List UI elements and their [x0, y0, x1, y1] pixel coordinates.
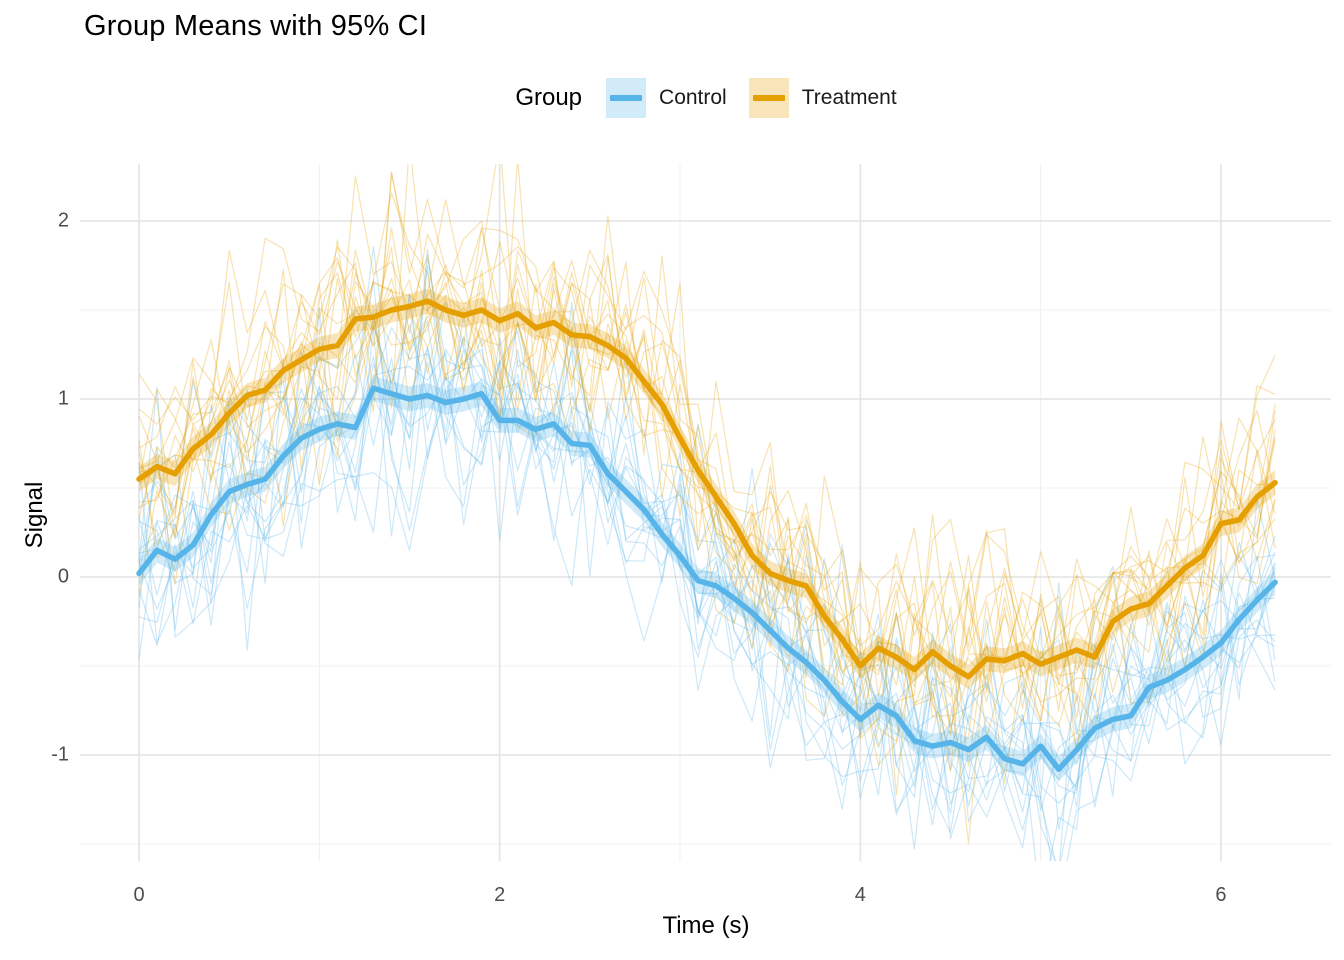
individual-trace — [138, 351, 1276, 849]
legend: Group Control Treatment — [68, 76, 1344, 120]
chart-title: Group Means with 95% CI — [84, 10, 428, 42]
y-tick-label: 2 — [57, 209, 69, 232]
individual-trace — [138, 246, 1276, 698]
individual-trace — [138, 330, 1276, 861]
individual-trace — [138, 310, 1276, 814]
mean-line-control — [136, 385, 1278, 772]
individual-trace — [138, 257, 1276, 818]
individual-trace — [138, 266, 1276, 826]
x-tick-label: 4 — [854, 884, 866, 906]
individual-trace — [138, 300, 1276, 807]
ci-ribbon-control — [139, 375, 1276, 782]
mean-line-treatment — [136, 298, 1278, 680]
individual-trace — [138, 279, 1276, 861]
individual-trace — [138, 228, 1276, 756]
legend-label-control: Control — [659, 86, 727, 109]
individual-trace — [138, 327, 1276, 805]
individual-trace — [138, 215, 1276, 796]
individual-trace — [138, 279, 1276, 738]
individual-trace — [138, 171, 1276, 739]
y-tick-label: -1 — [51, 743, 69, 766]
gridlines — [80, 164, 1331, 861]
legend-item-treatment: Treatment — [748, 78, 897, 118]
x-axis-title: Time (s) — [662, 912, 750, 939]
individual-trace — [138, 245, 1276, 831]
individual-trace — [138, 294, 1276, 861]
individual-trace — [138, 175, 1276, 746]
x-tick-label: 0 — [133, 884, 145, 906]
legend-item-control: Control — [606, 78, 727, 118]
legend-key-line-icon — [610, 95, 643, 101]
legend-title: Group — [515, 84, 583, 111]
individual-trace — [138, 164, 1276, 844]
x-tick-label: 6 — [1215, 884, 1227, 906]
legend-label-treatment: Treatment — [801, 86, 897, 109]
ci-ribbon-treatment — [139, 288, 1276, 690]
individual-trace — [138, 259, 1276, 736]
legend-key-line-icon — [752, 95, 785, 101]
individual-trace — [138, 164, 1276, 728]
x-tick-label: 2 — [494, 884, 506, 906]
individual-trace — [138, 309, 1276, 813]
y-tick-label: 1 — [57, 387, 69, 410]
individual-trace — [138, 254, 1276, 767]
legend-key-treatment — [748, 78, 789, 118]
y-tick-label: 0 — [57, 565, 69, 588]
data-layers — [136, 164, 1278, 861]
legend-key-control — [606, 78, 647, 118]
y-axis-title: Signal — [21, 481, 48, 549]
